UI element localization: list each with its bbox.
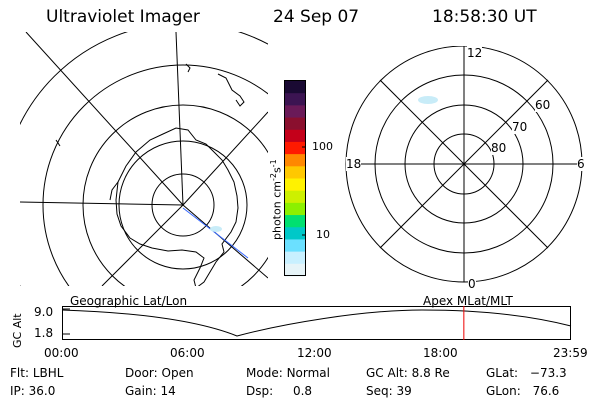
timeline-ylabel: GC Alt — [11, 313, 24, 348]
colorbar-cell — [285, 141, 305, 155]
status-glat: GLat: −73.3 — [486, 366, 567, 380]
lat-circle — [20, 32, 268, 286]
magnetic-polar-plot — [345, 46, 583, 283]
geographic-map — [20, 32, 268, 286]
status-gain: Gain: 14 — [125, 384, 176, 398]
mlat-label-70: 70 — [512, 120, 528, 134]
status-glon: GLon: 76.6 — [486, 384, 560, 398]
color-scale-bar — [284, 80, 306, 277]
meridian-line — [20, 201, 184, 206]
mlt-label-12: 12 — [467, 46, 483, 60]
meridian-line — [25, 32, 184, 206]
colorbar-tick-100: 100 — [312, 140, 333, 153]
colorbar-cell — [285, 202, 305, 216]
colorbar-cell — [285, 215, 305, 228]
lat-circle — [151, 173, 215, 237]
mlat-label-80: 80 — [491, 141, 507, 155]
colorbar-cell — [285, 263, 305, 277]
status-ip: IP: 36.0 — [10, 384, 56, 398]
colorbar-cell — [285, 117, 305, 131]
lat-circle — [82, 104, 268, 286]
coast-detail — [55, 139, 61, 147]
altitude-timeline — [62, 306, 572, 340]
timeline-xtick: 12:00 — [297, 346, 332, 360]
timeline-ytick-top: 9.0 — [34, 305, 54, 319]
meridian-line — [101, 204, 184, 286]
timeline-xtick: 06:00 — [170, 346, 205, 360]
colorbar-cell — [285, 227, 305, 240]
colorbar-cell — [285, 239, 305, 253]
altitude-curve — [62, 309, 572, 337]
colorbar-unit-label: photon cm-2s-1 — [269, 159, 284, 240]
status-filter: Flt: LBHL — [10, 366, 64, 380]
timeline-xtick: 18:00 — [423, 346, 458, 360]
status-dsp: Dsp: 0.8 — [246, 384, 313, 398]
timeline-ytick-bottom: 1.8 — [34, 326, 54, 340]
coast-detail — [185, 63, 191, 73]
aurora-patch — [418, 96, 438, 104]
antarctica-coastline — [115, 127, 239, 286]
colorbar-cell — [285, 154, 305, 167]
status-door: Door: Open — [125, 366, 194, 380]
status-mode: Mode: Normal — [246, 366, 330, 380]
colorbar-cell — [285, 251, 305, 265]
app-title: Ultraviolet Imager — [46, 7, 200, 27]
meridian-line — [182, 111, 268, 206]
mlat-label-60: 60 — [535, 98, 551, 112]
coast-detail — [109, 181, 119, 201]
colorbar-cell — [285, 178, 305, 192]
meridian-line — [182, 204, 268, 279]
mlt-meridian — [379, 79, 549, 249]
timeline-xtick: 23:59 — [553, 346, 588, 360]
colorbar-tick-10: 10 — [316, 228, 330, 241]
coast-detail — [217, 73, 245, 107]
lat-circle — [42, 64, 268, 286]
lat-circle — [118, 140, 248, 270]
status-gc-alt: GC Alt: 8.8 Re — [366, 366, 450, 380]
mlt-label-0: 0 — [468, 277, 476, 291]
geographic-caption: Geographic Lat/Lon — [70, 294, 188, 308]
colorbar-cell — [285, 129, 305, 143]
apex-caption: Apex MLat/MLT — [423, 294, 513, 308]
colorbar-cell — [285, 190, 305, 204]
colorbar-cell — [285, 81, 305, 94]
colorbar-cell — [285, 166, 305, 179]
sun-direction-line — [182, 207, 249, 259]
colorbar-cell — [285, 105, 305, 119]
status-seq: Seq: 39 — [366, 384, 412, 398]
aurora-patch — [210, 226, 222, 232]
mlt-label-18: 18 — [346, 157, 362, 171]
timeline-xtick: 00:00 — [44, 346, 79, 360]
time-display: 18:58:30 UT — [432, 7, 537, 27]
meridian-line — [175, 32, 184, 206]
date-display: 24 Sep 07 — [273, 7, 360, 27]
colorbar-cell — [285, 93, 305, 106]
mlt-label-6: 6 — [577, 157, 585, 171]
